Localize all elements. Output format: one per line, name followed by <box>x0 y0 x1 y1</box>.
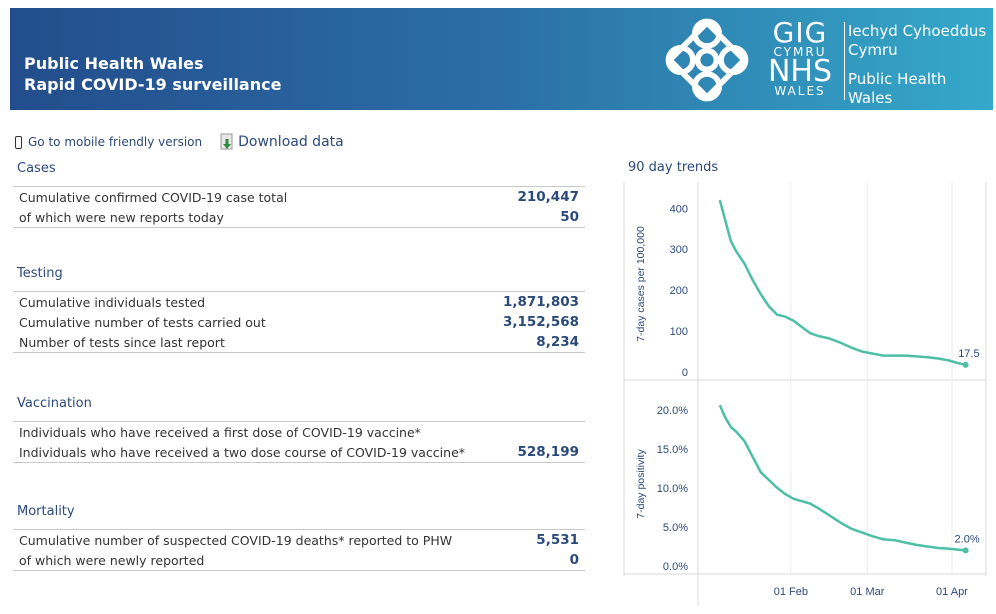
logo-divider <box>844 22 845 100</box>
y-axis-label: 7-day positivity <box>635 449 647 519</box>
download-data-link[interactable]: Download data <box>220 133 344 151</box>
series-line <box>718 404 966 552</box>
trends-title: 90 day trends <box>628 160 719 175</box>
org-english-1: Public Health <box>848 70 947 88</box>
table-row: Cumulative confirmed COVID-19 case total… <box>13 187 585 207</box>
page-title: Public Health Wales Rapid COVID-19 surve… <box>24 53 281 95</box>
table-row: Cumulative number of suspected COVID-19 … <box>13 530 585 550</box>
row-value: 5,531 <box>536 532 579 548</box>
mobile-link-label: Go to mobile friendly version <box>28 135 203 149</box>
x-tick-label: 01 Feb <box>774 586 808 598</box>
header-banner: Public Health Wales Rapid COVID-19 surve… <box>10 8 993 110</box>
y-tick-label: 100 <box>670 326 688 338</box>
mobile-version-link[interactable]: Go to mobile friendly version <box>15 135 202 149</box>
table-row: of which were new reports today 50 <box>13 207 585 227</box>
trends-chart: 01 Feb 01 Mar 01 Apr 0 100 200 300 400 7-day cas… <box>623 182 987 606</box>
logo-wales: WALES <box>774 84 826 98</box>
table-row: Individuals who have received a first do… <box>13 422 585 442</box>
end-point <box>962 547 969 554</box>
end-point <box>962 361 969 368</box>
row-label: of which were newly reported <box>19 552 205 568</box>
row-label: Cumulative number of tests carried out <box>19 314 266 330</box>
row-value: 3,152,568 <box>502 314 579 330</box>
y-tick-label: 0.0% <box>663 561 688 573</box>
y-tick-label: 300 <box>670 244 688 256</box>
gig-nhs-logo: GIG CYMRU NHS WALES <box>762 16 838 98</box>
table-row: Number of tests since last report 8,234 <box>13 332 585 352</box>
row-value: 0 <box>569 552 579 568</box>
x-tick-label: 01 Apr <box>936 586 968 598</box>
row-label: Individuals who have received a first do… <box>19 424 421 440</box>
y-tick-label: 15.0% <box>657 444 688 456</box>
org-welsh-1: Iechyd Cyhoeddus <box>848 22 987 40</box>
row-value: 50 <box>560 209 579 225</box>
y-tick-label: 20.0% <box>657 405 688 417</box>
end-value-label: 2.0% <box>955 533 980 545</box>
y-tick-label: 200 <box>670 285 688 297</box>
row-label: Cumulative number of suspected COVID-19 … <box>19 532 453 548</box>
row-value: 1,871,803 <box>502 294 579 310</box>
y-tick-label: 0 <box>682 367 688 379</box>
vaccination-table: Individuals who have received a first do… <box>13 421 585 463</box>
mortality-table: Cumulative number of suspected COVID-19 … <box>13 529 585 571</box>
y-tick-label: 400 <box>670 203 688 215</box>
cases-table: Cumulative confirmed COVID-19 case total… <box>13 186 585 228</box>
download-icon <box>220 133 233 150</box>
mobile-phone-icon <box>15 135 22 149</box>
title-line-1: Public Health Wales <box>24 54 204 73</box>
vaccination-section-title: Vaccination <box>17 396 92 411</box>
org-english-2: Wales <box>848 89 893 107</box>
row-label: Cumulative individuals tested <box>19 294 206 310</box>
y-tick-label: 5.0% <box>663 522 688 534</box>
logo-cymru: CYMRU <box>773 45 827 59</box>
org-welsh-2: Cymru <box>848 41 898 59</box>
row-label: Cumulative confirmed COVID-19 case total <box>19 189 288 205</box>
table-row: Cumulative number of tests carried out 3… <box>13 312 585 332</box>
y-axis-label: 7-day cases per 100,000 <box>635 226 647 342</box>
testing-section-title: Testing <box>17 266 63 281</box>
org-name: Iechyd Cyhoeddus Cymru Public Health Wal… <box>848 22 986 108</box>
download-label: Download data <box>238 134 344 150</box>
row-label: Individuals who have received a two dose… <box>19 444 466 460</box>
row-value: 528,199 <box>517 444 580 460</box>
title-line-2: Rapid COVID-19 surveillance <box>24 75 282 94</box>
mortality-section-title: Mortality <box>17 504 75 519</box>
row-value: 8,234 <box>536 334 579 350</box>
row-label: Number of tests since last report <box>19 334 225 350</box>
celtic-knot-logo-icon <box>665 18 749 102</box>
x-tick-label: 01 Mar <box>850 586 885 598</box>
logo-gig: GIG <box>772 16 828 49</box>
logo-nhs: NHS <box>767 54 833 89</box>
row-label: of which were new reports today <box>19 209 224 225</box>
series-line <box>718 199 966 367</box>
testing-table: Cumulative individuals tested 1,871,803 … <box>13 291 585 353</box>
top-links: Go to mobile friendly version Download d… <box>15 133 344 151</box>
table-row: Individuals who have received a two dose… <box>13 442 585 462</box>
table-row: of which were newly reported 0 <box>13 550 585 570</box>
end-value-label: 17.5 <box>958 348 979 360</box>
row-value: 210,447 <box>517 189 580 205</box>
cases-section-title: Cases <box>17 161 56 176</box>
y-tick-label: 10.0% <box>657 483 688 495</box>
table-row: Cumulative individuals tested 1,871,803 <box>13 292 585 312</box>
